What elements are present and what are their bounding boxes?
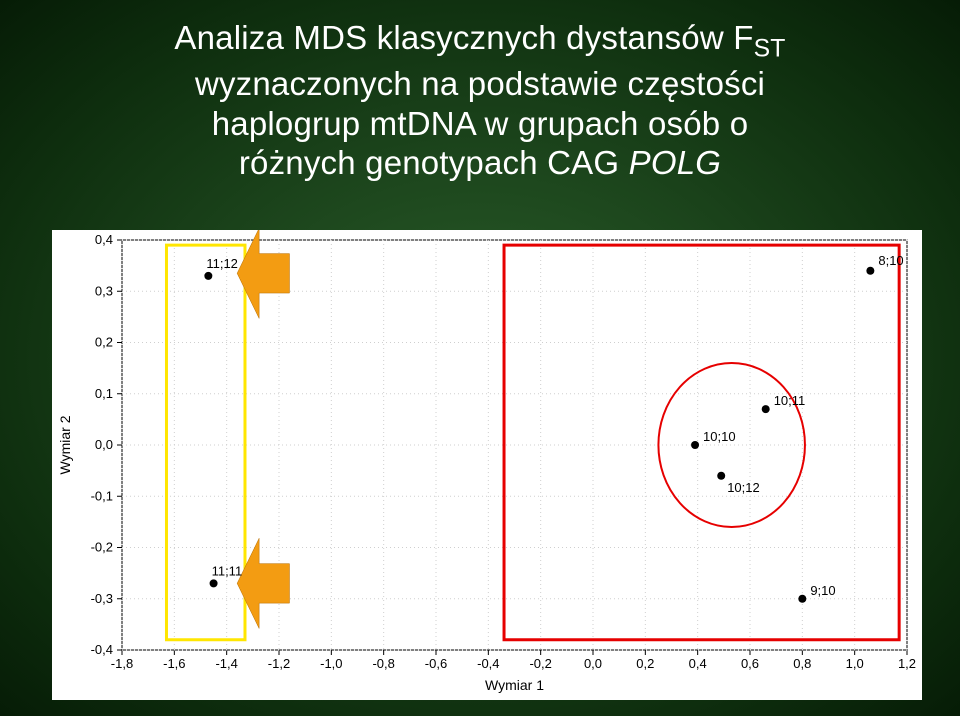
title-line1a: Analiza MDS klasycznych dystansów F xyxy=(174,19,753,56)
svg-text:0,4: 0,4 xyxy=(95,232,113,247)
svg-text:-1,2: -1,2 xyxy=(268,656,290,671)
svg-text:0,1: 0,1 xyxy=(95,386,113,401)
svg-text:-0,3: -0,3 xyxy=(91,591,113,606)
svg-text:9;10: 9;10 xyxy=(810,583,835,598)
svg-text:0,3: 0,3 xyxy=(95,283,113,298)
slide: Analiza MDS klasycznych dystansów FST wy… xyxy=(0,0,960,716)
scatter-plot-svg: -1,8 -1,6 -1,4 -1,2 -1,0 -0,8 -0,6 -0,4 -0,2 0,0 0… xyxy=(52,230,922,700)
svg-text:8;10: 8;10 xyxy=(878,253,903,268)
svg-text:-1,6: -1,6 xyxy=(163,656,185,671)
svg-text:0,4: 0,4 xyxy=(689,656,707,671)
svg-text:10;10: 10;10 xyxy=(703,429,736,444)
svg-text:0,0: 0,0 xyxy=(95,437,113,452)
svg-text:10;12: 10;12 xyxy=(727,480,760,495)
svg-text:10;11: 10;11 xyxy=(774,393,806,408)
title-line3: haplogrup mtDNA w grupach osób o xyxy=(212,105,749,142)
svg-text:-0,8: -0,8 xyxy=(372,656,394,671)
mds-chart: -1,8 -1,6 -1,4 -1,2 -1,0 -0,8 -0,6 -0,4 -0,2 0,0 0… xyxy=(52,230,922,700)
svg-text:-0,4: -0,4 xyxy=(91,642,113,657)
svg-text:-0,2: -0,2 xyxy=(91,540,113,555)
title-line4a: różnych genotypach CAG xyxy=(239,144,629,181)
svg-text:1,0: 1,0 xyxy=(846,656,864,671)
svg-text:11;11: 11;11 xyxy=(212,563,243,578)
svg-text:0,2: 0,2 xyxy=(636,656,654,671)
slide-title: Analiza MDS klasycznych dystansów FST wy… xyxy=(0,0,960,183)
svg-text:-1,0: -1,0 xyxy=(320,656,342,671)
svg-text:-1,8: -1,8 xyxy=(111,656,133,671)
svg-text:-0,4: -0,4 xyxy=(477,656,499,671)
svg-text:-0,1: -0,1 xyxy=(91,488,113,503)
svg-text:-1,4: -1,4 xyxy=(215,656,237,671)
svg-text:Wymiar 1: Wymiar 1 xyxy=(485,677,544,693)
svg-text:0,6: 0,6 xyxy=(741,656,759,671)
svg-text:1,2: 1,2 xyxy=(898,656,916,671)
title-line4i: POLG xyxy=(629,144,722,181)
svg-text:-0,2: -0,2 xyxy=(529,656,551,671)
title-sub: ST xyxy=(754,36,786,63)
svg-text:11;12: 11;12 xyxy=(206,256,238,271)
svg-text:0,2: 0,2 xyxy=(95,335,113,350)
svg-text:Wymiar 2: Wymiar 2 xyxy=(57,415,73,474)
svg-text:-0,6: -0,6 xyxy=(425,656,447,671)
svg-text:0,0: 0,0 xyxy=(584,656,602,671)
title-line2: wyznaczonych na podstawie częstości xyxy=(195,65,765,102)
svg-text:0,8: 0,8 xyxy=(793,656,811,671)
